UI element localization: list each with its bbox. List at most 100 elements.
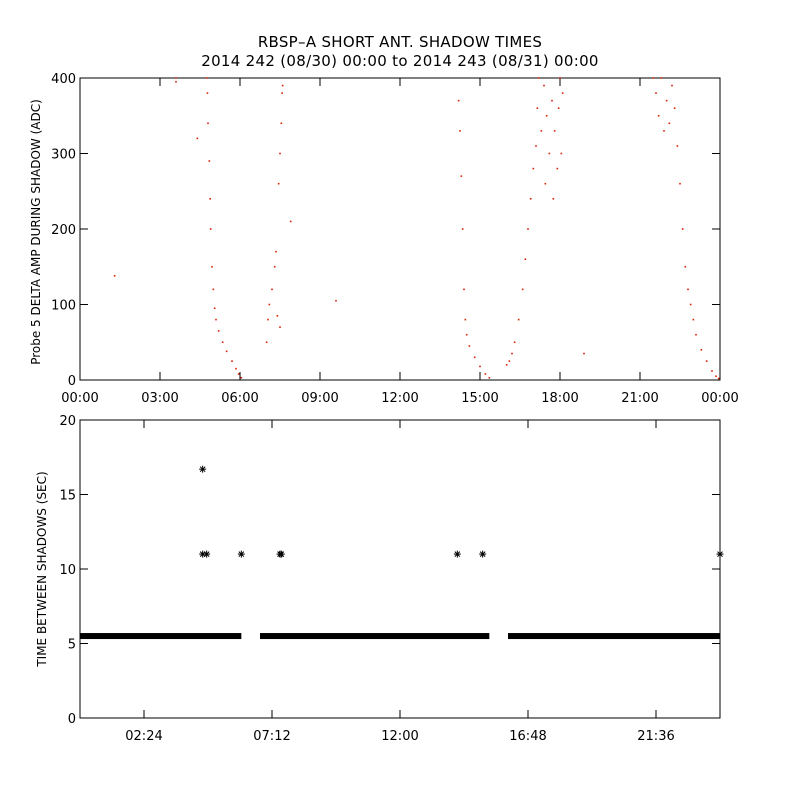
top-x-tick-label: 21:00 — [621, 391, 658, 406]
top-data-point — [559, 77, 561, 79]
bottom-y-axis-label: TIME BETWEEN SHADOWS (SEC) — [35, 471, 49, 667]
top-data-point — [457, 99, 460, 102]
top-data-point — [665, 99, 668, 102]
top-data-point — [553, 130, 556, 132]
top-data-point — [280, 122, 283, 125]
bottom-data-point — [453, 550, 461, 558]
top-data-point — [543, 84, 545, 87]
top-data-point — [657, 114, 660, 117]
top-data-point — [529, 198, 532, 200]
top-data-point — [465, 333, 468, 336]
top-data-point — [671, 84, 673, 87]
top-data-point — [513, 341, 516, 344]
top-data-point — [532, 167, 535, 170]
top-data-point — [705, 360, 708, 362]
top-data-point — [663, 130, 665, 132]
top-data-point — [711, 370, 713, 372]
top-data-point — [268, 303, 271, 306]
top-x-tick-label: 03:00 — [141, 391, 178, 406]
bottom-data-point — [716, 550, 724, 558]
bottom-marker-stroke — [203, 551, 210, 557]
bottom-marker-stroke — [199, 466, 206, 473]
top-data-point — [281, 84, 284, 87]
top-data-point — [484, 373, 487, 375]
bottom-baseline-segment — [508, 633, 720, 640]
bottom-y-tick-label: 10 — [59, 563, 76, 578]
top-data-point — [473, 356, 476, 359]
top-data-point — [208, 160, 211, 162]
top-data-point — [551, 99, 553, 102]
top-data-point — [561, 92, 564, 94]
top-y-tick-label: 100 — [51, 299, 76, 314]
top-data-point — [289, 220, 292, 223]
top-data-point — [279, 152, 281, 155]
top-data-point — [217, 330, 220, 332]
top-data-point — [464, 318, 467, 321]
top-data-point — [673, 107, 676, 109]
top-data-point — [511, 352, 513, 355]
bottom-marker-stroke — [454, 551, 461, 557]
top-data-point — [689, 303, 692, 306]
top-y-tick-label: 0 — [68, 374, 76, 389]
top-data-point — [279, 326, 281, 328]
top-data-point — [281, 92, 283, 94]
bottom-marker-stroke — [238, 551, 245, 557]
top-data-point — [583, 352, 585, 355]
bottom-x-tick-label: 12:00 — [381, 729, 418, 744]
bottom-x-tick-label: 16:48 — [509, 729, 546, 744]
top-data-point — [687, 288, 689, 291]
top-y-tick-label: 400 — [51, 72, 76, 87]
top-data-point — [488, 376, 491, 379]
top-plot-frame — [79, 77, 721, 381]
top-data-point — [679, 182, 681, 185]
top-data-point — [211, 265, 213, 268]
top-data-point — [212, 288, 215, 291]
top-data-point — [552, 198, 555, 200]
top-data-point — [267, 318, 269, 321]
top-x-tick-label: 06:00 — [221, 391, 258, 406]
top-data-point — [560, 152, 563, 155]
bottom-data-point — [199, 465, 207, 473]
top-data-point — [524, 258, 527, 260]
bottom-plot: TIME BETWEEN SHADOWS (SEC) 02:24 07:12 12:… — [35, 414, 724, 744]
top-x-tick-label: 18:00 — [541, 391, 578, 406]
bottom-data-point — [277, 550, 285, 558]
top-x-tick-label: 09:00 — [301, 391, 338, 406]
top-data-point — [460, 175, 463, 177]
bottom-data-point — [237, 550, 245, 558]
top-data-point — [175, 77, 177, 79]
chart-title-line1: RBSP–A SHORT ANT. SHADOW TIMES — [257, 33, 543, 51]
bottom-marker-stroke — [479, 551, 486, 557]
top-data-point — [240, 376, 243, 379]
top-data-point — [209, 198, 211, 200]
top-data-point — [479, 365, 481, 368]
top-data-point — [461, 228, 464, 230]
top-data-point — [463, 288, 465, 291]
top-x-tick-label: 00:00 — [701, 391, 738, 406]
top-data-point — [536, 107, 539, 109]
top-data-point — [655, 92, 657, 94]
bottom-y-tick-label: 0 — [68, 712, 76, 727]
top-data-point — [231, 360, 233, 362]
top-data-point — [505, 364, 508, 366]
top-data-point — [684, 265, 687, 268]
top-data-point — [545, 114, 548, 117]
top-data-point — [652, 77, 655, 79]
bottom-baseline-segment — [260, 633, 490, 640]
top-data-point — [540, 130, 543, 132]
top-data-point — [527, 228, 529, 230]
top-data-point — [277, 182, 280, 185]
top-data-point — [265, 341, 268, 344]
top-data-point — [544, 182, 547, 185]
top-data-point — [196, 137, 199, 140]
top-data-point — [660, 77, 663, 79]
bottom-marker-stroke — [717, 551, 723, 557]
top-data-point — [209, 228, 212, 230]
top-data-point — [213, 307, 216, 310]
top-plot: Probe 5 DELTA AMP DURING SHADOW (ADC) 00… — [29, 72, 739, 406]
top-data-point — [695, 333, 697, 336]
top-y-tick-label: 200 — [51, 223, 76, 238]
top-x-tick-label: 12:00 — [381, 391, 418, 406]
top-data-point — [175, 80, 177, 83]
